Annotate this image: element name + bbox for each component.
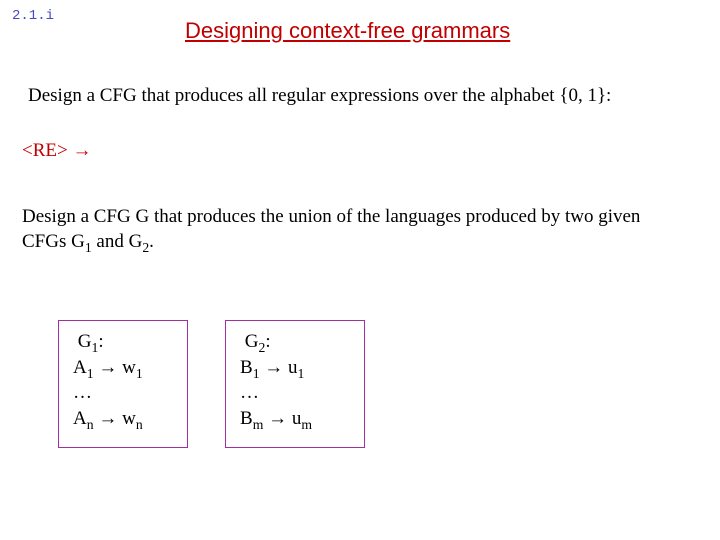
- g1-rule1-rhs-sub: 1: [136, 365, 143, 380]
- re-production: <RE> →: [22, 140, 91, 162]
- g2-rulen-rhs-sub: m: [301, 417, 312, 432]
- re-nonterminal: <RE>: [22, 140, 68, 161]
- g2-rulen-lhs-sub: m: [253, 417, 264, 432]
- grammar-box-g1: G1: A1 → w1 … An → wn: [58, 320, 188, 448]
- g2-rulen-lhs: B: [240, 408, 253, 429]
- g2-head: G: [245, 331, 259, 352]
- prompt-regex: Design a CFG that produces all regular e…: [28, 85, 611, 107]
- arrow-icon: →: [98, 357, 117, 378]
- g1-dots: …: [73, 382, 92, 403]
- prompt-union: Design a CFG G that produces the union o…: [22, 205, 682, 254]
- arrow-icon: →: [98, 408, 117, 429]
- g1-head-sub: 1: [91, 340, 98, 355]
- g1-rule1-rhs: w: [117, 357, 135, 378]
- g1-rule1-lhs: A: [73, 357, 87, 378]
- g1-head: G: [78, 331, 92, 352]
- g1-rulen-lhs-sub: n: [87, 417, 94, 432]
- prompt-union-text-3: .: [149, 231, 154, 252]
- g1-rulen-lhs: A: [73, 408, 87, 429]
- g2-dots: …: [240, 382, 259, 403]
- g1-rulen-rhs-sub: n: [136, 417, 143, 432]
- arrow-icon: →: [268, 408, 287, 429]
- g2-rule1-lhs-sub: 1: [253, 365, 260, 380]
- grammar-box-g2: G2: B1 → u1 … Bm → um: [225, 320, 365, 448]
- slide-number: 2.1.i: [12, 8, 54, 24]
- page-title: Designing context-free grammars: [185, 18, 510, 44]
- sub-1: 1: [85, 239, 92, 254]
- arrow-icon: →: [72, 140, 91, 161]
- g1-rulen-rhs: w: [117, 408, 135, 429]
- prompt-union-text-2: and G: [92, 231, 143, 252]
- g2-rulen-rhs: u: [287, 408, 301, 429]
- arrow-icon: →: [264, 357, 283, 378]
- g2-rule1-lhs: B: [240, 357, 253, 378]
- g2-rule1-rhs-sub: 1: [298, 365, 305, 380]
- g2-rule1-rhs: u: [283, 357, 297, 378]
- g1-rule1-lhs-sub: 1: [87, 365, 94, 380]
- g2-head-sub: 2: [258, 340, 265, 355]
